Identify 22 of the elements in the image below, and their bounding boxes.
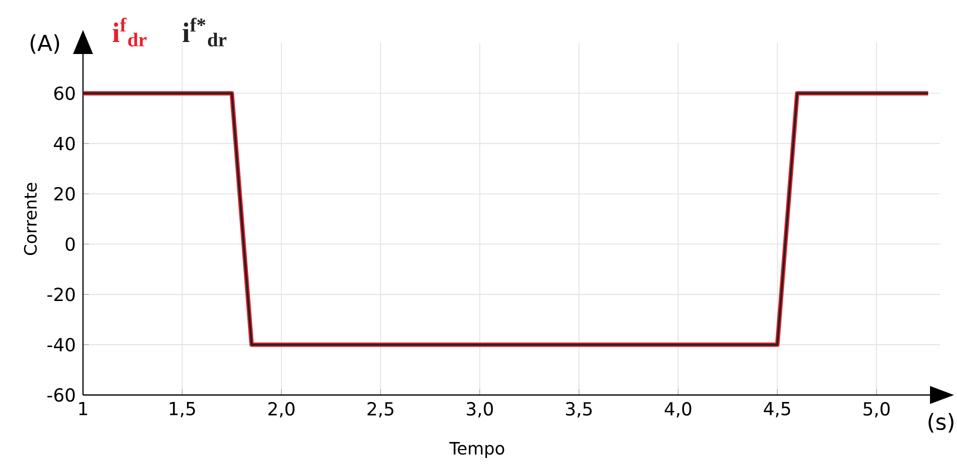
- text: (A): [30, 34, 60, 54]
- x-tick-label: 5,0: [864, 402, 890, 418]
- x-tick-label: 4,0: [664, 402, 692, 418]
- x-tick-label: 1: [79, 402, 88, 416]
- y-tick-label: 20: [54, 187, 75, 201]
- x-axis-title: Tempo: [449, 442, 504, 458]
- y-tick-label: -60: [47, 388, 75, 402]
- series-label: i$^{f*}$dr: [182, 18, 226, 46]
- x-tick-label: 2,5: [368, 402, 394, 418]
- series-label: i$^{f}$dr: [112, 18, 147, 46]
- x-tick-label: 4,5: [764, 402, 790, 418]
- y-tick-label: 0: [66, 237, 75, 251]
- y-axis-title: Corrente: [24, 182, 37, 256]
- y-tick-label: 40: [54, 136, 75, 150]
- text: (s): [928, 413, 954, 433]
- y-tick-label: 60: [54, 86, 75, 100]
- y-tick-label: -40: [47, 338, 75, 352]
- x-tick-label: 2,0: [268, 402, 295, 418]
- x-tick-label: 3,0: [466, 402, 493, 418]
- y-tick-label: -20: [47, 288, 75, 302]
- x-tick-label: 1,5: [170, 402, 195, 418]
- x-tick-label: 3,5: [566, 402, 592, 418]
